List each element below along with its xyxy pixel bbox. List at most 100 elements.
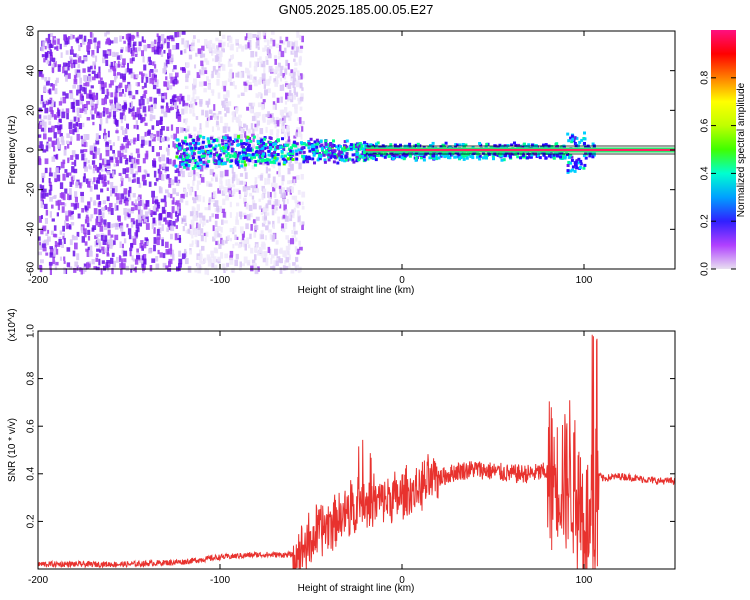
noise-cell [160,51,164,57]
noise-cell [38,236,41,241]
noise-cell [106,31,110,35]
noise-cell [151,258,156,263]
noise-cell [87,66,91,73]
band-cell [245,156,249,160]
noise-cell [72,128,75,135]
band-cell [192,141,195,145]
noise-cell [261,243,266,250]
noise-cell [253,232,257,238]
noise-cell [143,44,148,52]
noise-cell [99,118,103,125]
noise-cell [87,246,90,250]
noise-cell [196,156,199,161]
noise-cell [284,76,287,80]
band-cell [330,144,334,148]
noise-cell [175,72,179,78]
noise-cell [83,157,88,165]
noise-cell [239,193,242,199]
noise-cell [137,196,140,201]
band-cell [230,147,234,151]
noise-cell [118,255,121,263]
noise-cell [75,99,80,106]
band-cell [363,153,367,157]
noise-cell [252,203,257,210]
noise-cell [155,177,159,182]
noise-cell [296,127,301,135]
noise-cell [211,43,216,50]
band-cell [272,160,276,164]
noise-cell [184,110,188,114]
band-cell [246,153,249,157]
noise-cell [43,128,47,133]
noise-cell [100,235,105,241]
noise-cell [136,107,141,114]
y-tick-label: 60 [26,25,37,37]
noise-cell [171,206,175,214]
band-cell [232,154,235,158]
noise-cell [99,162,102,169]
noise-cell [254,254,257,261]
noise-cell [227,186,231,193]
noise-cell [199,258,203,264]
noise-cell [141,73,145,77]
noise-cell [198,81,203,87]
band-cell [454,143,458,147]
noise-cell [141,86,145,90]
noise-cell [100,168,104,172]
noise-cell [137,214,142,219]
noise-cell [106,265,110,270]
band-cell [327,153,331,157]
noise-cell [80,135,83,140]
noise-cell [48,88,52,95]
noise-cell [252,128,255,136]
noise-cell [279,118,283,122]
noise-cell [191,157,195,164]
band-cell [315,145,319,149]
noise-cell [196,228,201,235]
noise-cell [290,268,295,274]
noise-cell [269,114,273,118]
noise-cell [101,212,105,219]
noise-cell [222,211,226,218]
noise-cell [99,123,102,131]
noise-cell [51,125,55,133]
band-cell [200,154,204,158]
noise-cell [91,92,95,98]
x-tick-label: -100 [210,275,230,286]
noise-cell [74,242,78,250]
noise-cell [291,46,294,50]
noise-cell [165,249,170,255]
noise-cell [77,85,81,91]
noise-cell [301,206,305,210]
band-cell [454,155,458,159]
noise-cell [245,125,248,131]
noise-cell [224,98,228,102]
noise-cell [195,52,198,57]
noise-cell [181,139,184,143]
noise-cell [124,102,127,109]
noise-cell [196,240,200,248]
noise-cell [282,121,285,128]
noise-cell [194,191,197,197]
noise-cell [285,266,289,270]
noise-cell [205,161,209,167]
noise-cell [175,218,178,223]
noise-cell [140,136,145,140]
band-cell [226,152,230,155]
noise-cell [228,190,231,195]
noise-cell [292,262,296,266]
band-cell [542,143,545,147]
noise-cell [81,38,86,45]
noise-cell [211,91,215,96]
band-cell [346,147,350,151]
noise-cell [140,117,143,124]
noise-cell [106,196,110,202]
noise-cell [71,234,75,238]
noise-cell [153,103,157,109]
noise-cell [261,104,265,111]
noise-cell [112,104,116,112]
noise-cell [233,226,237,233]
band-cell [522,142,526,146]
noise-cell [159,146,162,150]
band-cell [204,145,208,149]
